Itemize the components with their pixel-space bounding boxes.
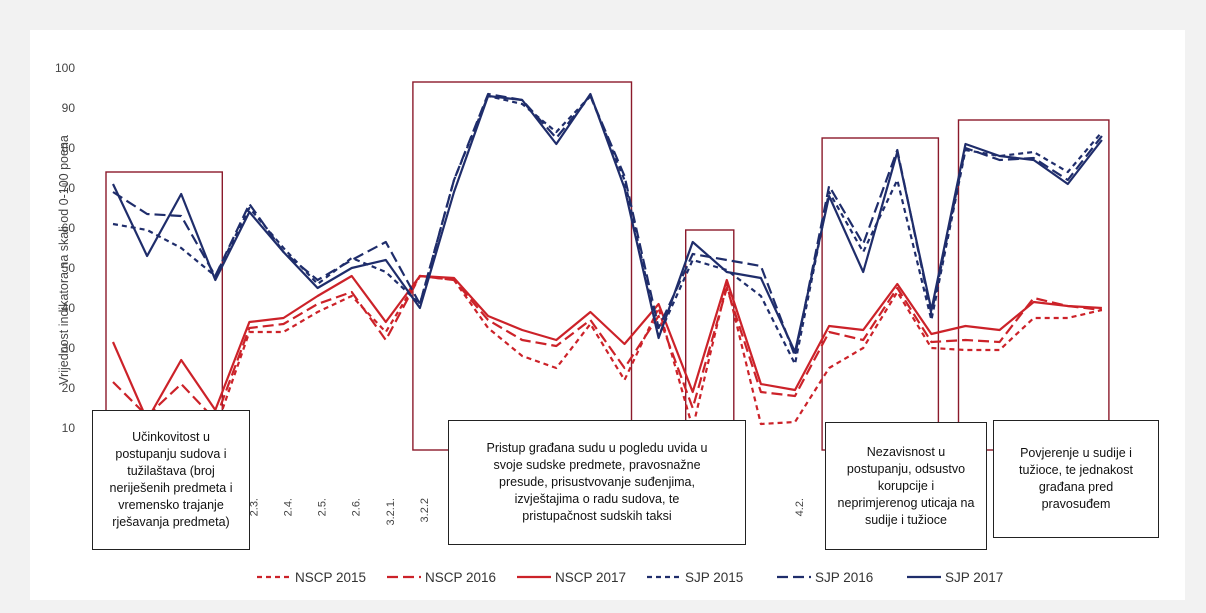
highlight-box xyxy=(685,229,735,451)
series-line xyxy=(112,94,1103,366)
highlight-box xyxy=(957,119,1110,451)
series-line xyxy=(112,92,1103,354)
series-line xyxy=(112,274,1103,422)
y-tick-label: 100 xyxy=(55,61,75,75)
legend-label: SJP 2016 xyxy=(815,570,873,585)
y-tick-label: 50 xyxy=(62,261,76,275)
x-tick-label: 2.3. xyxy=(248,498,260,516)
legend-label: NSCP 2015 xyxy=(295,570,366,585)
legend-label: SJP 2017 xyxy=(945,570,1003,585)
annotation-trust: Povjerenje u sudije i tužioce, te jednak… xyxy=(993,420,1159,538)
annotation-efficiency: Učinkovitost u postupanju sudova i tužil… xyxy=(92,410,250,550)
x-tick-label: 3.2.1. xyxy=(385,498,397,526)
annotation-access: Pristup građana sudu u pogledu uvida u s… xyxy=(448,420,746,545)
legend-label: NSCP 2016 xyxy=(425,570,496,585)
y-tick-label: 10 xyxy=(62,421,76,435)
y-tick-label: 20 xyxy=(62,381,76,395)
y-tick-label: 40 xyxy=(62,301,76,315)
y-tick-label: 60 xyxy=(62,221,76,235)
x-tick-label: 4.2. xyxy=(794,498,806,516)
y-tick-label: 80 xyxy=(62,141,76,155)
x-tick-label: 2.4. xyxy=(283,498,295,516)
y-axis-label: Vrijednost indikatora na skali od 0-100 … xyxy=(57,135,71,385)
series-line xyxy=(111,274,1102,422)
x-tick-label: 2.5. xyxy=(317,498,329,516)
line-chart: Vrijednost indikatora na skali od 0-100 … xyxy=(55,61,1110,585)
highlight-box xyxy=(412,81,633,451)
y-tick-label: 30 xyxy=(62,341,76,355)
x-tick-label: 3.2.2 xyxy=(419,498,431,522)
y-tick-label: 90 xyxy=(62,101,76,115)
series-line xyxy=(112,274,1103,432)
y-tick-label: 70 xyxy=(62,181,76,195)
chart-panel: Vrijednost indikatora na skali od 0-100 … xyxy=(30,30,1185,600)
x-tick-label: 2.6. xyxy=(351,498,363,516)
highlight-box xyxy=(821,137,940,451)
legend-label: NSCP 2017 xyxy=(555,570,626,585)
annotation-independence: Nezavisnost u postupanju, odsustvo korup… xyxy=(825,422,987,550)
legend-label: SJP 2015 xyxy=(685,570,743,585)
